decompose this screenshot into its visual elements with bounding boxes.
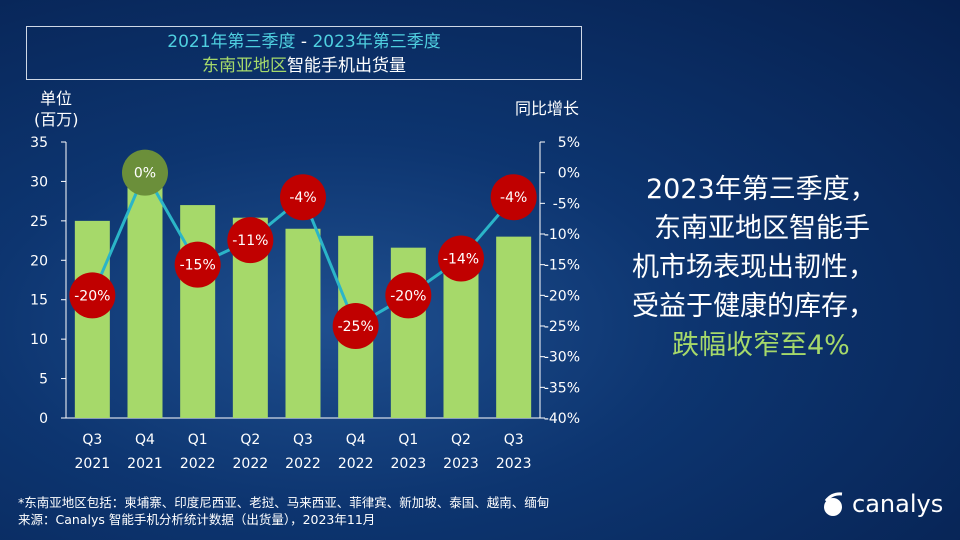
right-tick-label: -35% bbox=[544, 380, 580, 396]
left-axis-label: 单位 bbox=[40, 89, 72, 108]
title-sep: - bbox=[295, 32, 313, 52]
side-line-highlight: 跌幅收窄至4% bbox=[672, 330, 850, 361]
canalys-logo-icon bbox=[824, 492, 843, 516]
bar bbox=[180, 205, 216, 418]
x-tick-label: Q4 bbox=[135, 432, 155, 448]
growth-label: -20% bbox=[390, 288, 426, 304]
x-tick-label: Q3 bbox=[504, 432, 524, 448]
x-tick-label: Q3 bbox=[293, 432, 313, 448]
bar bbox=[74, 220, 110, 418]
left-tick-label: 20 bbox=[30, 253, 48, 269]
right-tick-label: 5% bbox=[558, 135, 580, 151]
side-line: 机市场表现出韧性， bbox=[632, 252, 875, 283]
canalys-logo: canalys bbox=[820, 490, 943, 518]
right-tick-label: -25% bbox=[544, 319, 580, 335]
x-tick-label: 2021 bbox=[75, 456, 111, 472]
x-tick-label: 2023 bbox=[443, 456, 479, 472]
left-tick-label: 30 bbox=[30, 174, 48, 190]
x-tick-label: 2021 bbox=[127, 456, 163, 472]
left-tick-label: 0 bbox=[39, 411, 48, 427]
right-tick-label: 0% bbox=[558, 166, 580, 182]
left-tick-label: 35 bbox=[30, 135, 48, 151]
side-line: 东南亚地区智能手 bbox=[654, 213, 870, 244]
growth-label: -14% bbox=[443, 252, 479, 268]
growth-label: -11% bbox=[232, 233, 268, 249]
growth-marker bbox=[122, 149, 168, 196]
footnote: *东南亚地区包括：柬埔寨、印度尼西亚、老挝、马来西亚、菲律宾、新加坡、泰国、越南… bbox=[18, 495, 550, 510]
x-tick-label: 2022 bbox=[285, 456, 321, 472]
right-tick-label: -15% bbox=[544, 258, 580, 274]
growth-marker bbox=[385, 272, 432, 319]
x-tick-label: 2023 bbox=[496, 456, 532, 472]
x-tick-label: 2023 bbox=[391, 456, 427, 472]
x-tick-label: Q4 bbox=[346, 432, 366, 448]
right-axis-label: 同比增长 bbox=[515, 99, 579, 118]
bar bbox=[285, 228, 321, 418]
title-end: 2023年第三季度 bbox=[312, 32, 441, 52]
x-tick-label: Q1 bbox=[398, 432, 418, 448]
right-tick-label: -10% bbox=[544, 227, 580, 243]
growth-label: -4% bbox=[500, 190, 527, 206]
title-metric: 智能手机出货量 bbox=[287, 56, 406, 76]
growth-label: -25% bbox=[338, 319, 374, 335]
growth-label: 0% bbox=[134, 166, 156, 182]
logo-text: canalys bbox=[852, 490, 944, 518]
growth-marker bbox=[280, 174, 326, 221]
x-tick-label: Q1 bbox=[188, 432, 208, 448]
left-tick-label: 25 bbox=[30, 214, 48, 230]
chart-title: 2021年第三季度 - 2023年第三季度 东南亚地区智能手机出货量 bbox=[26, 26, 582, 80]
title-region: 东南亚地区 bbox=[202, 56, 287, 76]
growth-marker bbox=[69, 272, 116, 319]
growth-marker bbox=[438, 235, 484, 282]
x-tick-label: Q2 bbox=[451, 432, 471, 448]
left-axis-label: (百万) bbox=[34, 110, 79, 129]
x-tick-label: 2022 bbox=[233, 456, 269, 472]
x-tick-label: 2022 bbox=[338, 456, 374, 472]
growth-marker bbox=[332, 303, 379, 349]
right-tick-label: -40% bbox=[544, 411, 580, 427]
growth-label: -15% bbox=[180, 258, 216, 274]
growth-label: -20% bbox=[74, 288, 110, 304]
right-tick-label: -5% bbox=[553, 196, 580, 212]
side-line: 2023年第三季度， bbox=[646, 174, 877, 205]
right-tick-label: -20% bbox=[544, 288, 580, 304]
growth-marker bbox=[227, 217, 274, 264]
x-tick-label: Q2 bbox=[240, 432, 260, 448]
growth-marker bbox=[174, 241, 221, 288]
bar bbox=[496, 236, 532, 418]
bar bbox=[127, 175, 163, 418]
x-tick-label: Q3 bbox=[82, 432, 102, 448]
source: 来源：Canalys 智能手机分析统计数据（出货量），2023年11月 bbox=[18, 512, 376, 527]
side-line: 受益于健康的库存， bbox=[632, 291, 875, 322]
x-tick-label: 2022 bbox=[180, 456, 216, 472]
right-tick-label: -30% bbox=[544, 350, 580, 366]
left-tick-label: 10 bbox=[30, 332, 48, 348]
left-tick-label: 5 bbox=[39, 372, 48, 388]
title-start: 2021年第三季度 bbox=[167, 32, 296, 52]
left-tick-label: 15 bbox=[30, 293, 48, 309]
growth-label: -4% bbox=[289, 190, 316, 206]
side-commentary: 2023年第三季度， 东南亚地区智能手 机市场表现出韧性， 受益于健康的库存， … bbox=[632, 170, 932, 365]
growth-marker bbox=[490, 174, 537, 221]
footer: *东南亚地区包括：柬埔寨、印度尼西亚、老挝、马来西亚、菲律宾、新加坡、泰国、越南… bbox=[18, 494, 549, 528]
